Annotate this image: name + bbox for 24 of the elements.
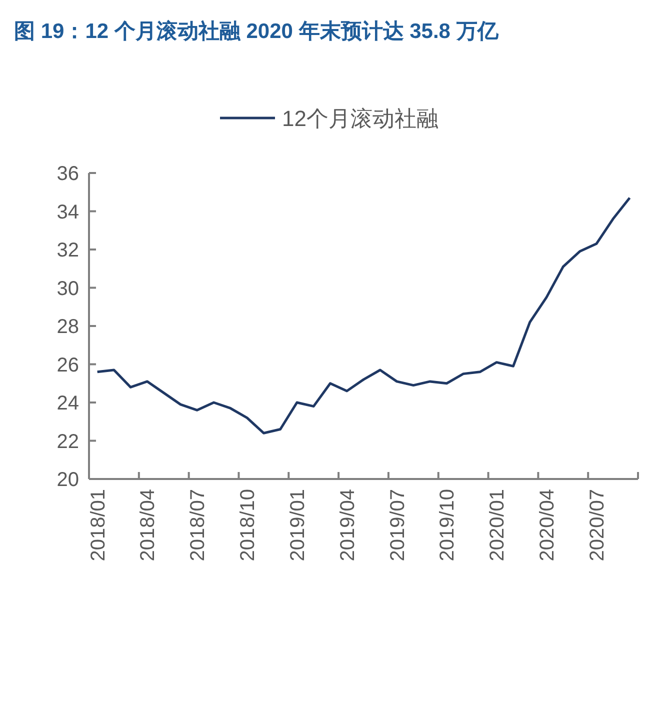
- x-tick-label: 2019/07: [386, 489, 409, 562]
- x-tick-label: 2020/07: [586, 489, 608, 562]
- y-tick-label: 34: [56, 201, 79, 224]
- x-tick-label: 2020/04: [536, 489, 558, 562]
- legend: 12个月滚动社融: [220, 106, 438, 131]
- line-series: [96, 196, 631, 434]
- x-tick-label: 2018/10: [237, 489, 260, 562]
- x-tick-label: 2018/01: [87, 489, 110, 562]
- y-tick-label: 26: [56, 354, 79, 376]
- legend-label: 12个月滚动社融: [282, 106, 438, 131]
- y-tick-label: 32: [56, 240, 79, 262]
- x-tick-label: 2019/10: [436, 489, 459, 562]
- y-tick-label: 24: [56, 392, 79, 414]
- y-tick-label: 20: [56, 469, 79, 491]
- y-tick-label: 28: [56, 316, 79, 338]
- chart-title: 图 19：12 个月滚动社融 2020 年末预计达 35.8 万亿: [14, 19, 500, 43]
- x-tick-label: 2019/04: [336, 489, 359, 562]
- x-tick-label: 2018/07: [187, 489, 210, 562]
- x-tick-label: 2020/01: [486, 489, 509, 562]
- y-tick-label: 22: [56, 430, 79, 453]
- x-tick-label: 2019/01: [286, 489, 309, 562]
- y-tick-label: 30: [56, 278, 79, 300]
- y-tick-label: 36: [56, 163, 79, 185]
- x-tick-label: 2018/04: [137, 489, 160, 562]
